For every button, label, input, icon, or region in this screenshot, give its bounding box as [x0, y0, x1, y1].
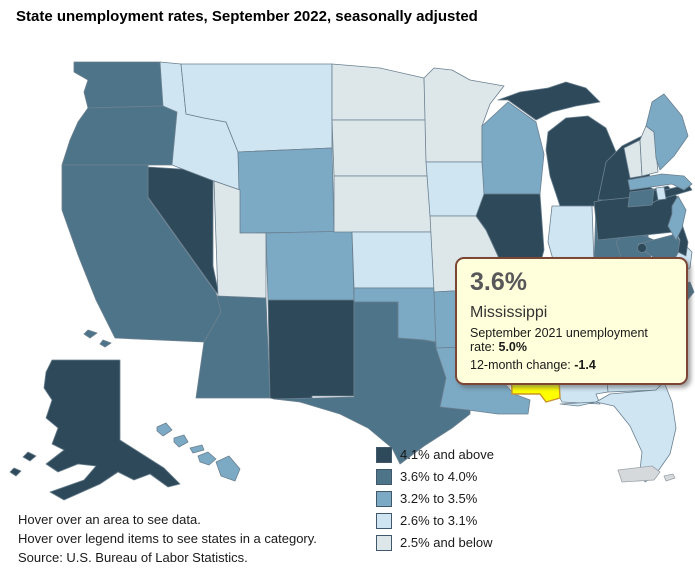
hover-note-2: Hover over legend items to see states in…	[18, 531, 317, 546]
state-SD[interactable]	[331, 119, 431, 177]
state-WI[interactable]	[481, 101, 545, 195]
hover-note-1: Hover over an area to see data.	[18, 512, 201, 527]
source-note: Source: U.S. Bureau of Labor Statistics.	[18, 550, 248, 565]
legend-item-2-6-to-3-1[interactable]: 2.6% to 3.1%	[376, 512, 494, 529]
tooltip-state-name: Mississippi	[470, 304, 548, 321]
state-RI[interactable]	[655, 186, 667, 201]
legend-label: 2.6% to 3.1%	[400, 513, 478, 528]
legend-item-4-1-and-above[interactable]: 4.1% and above	[376, 446, 494, 463]
state-CT[interactable]	[627, 188, 655, 208]
state-AZ[interactable]	[195, 295, 271, 399]
state-AK[interactable]	[9, 359, 181, 501]
state-CO[interactable]	[265, 230, 355, 301]
state-HI[interactable]	[156, 422, 241, 482]
state-TX[interactable]	[273, 301, 473, 465]
legend-swatch-darkest	[376, 446, 392, 463]
state-OR[interactable]	[61, 105, 178, 166]
legend-item-3-2-to-3-5[interactable]: 3.2% to 3.5%	[376, 490, 494, 507]
legend-item-3-6-to-4-0[interactable]: 3.6% to 4.0%	[376, 468, 494, 485]
tooltip-rate: 3.6%	[470, 268, 527, 296]
footer-notes: Hover over an area to see data. Hover ov…	[18, 510, 317, 567]
legend-swatch-dark	[376, 468, 392, 485]
state-ND[interactable]	[331, 63, 427, 121]
legend-swatch-medium	[376, 490, 392, 507]
map-legend: 4.1% and above 3.6% to 4.0% 3.2% to 3.5%…	[376, 446, 494, 556]
tooltip-prior-year-rate: September 2021 unemployment rate: 5.0%	[470, 326, 648, 354]
legend-label: 3.6% to 4.0%	[400, 469, 478, 484]
legend-item-2-5-and-below[interactable]: 2.5% and below	[376, 534, 494, 551]
page-title: State unemployment rates, September 2022…	[16, 8, 478, 25]
state-WA[interactable]	[73, 61, 164, 109]
legend-label: 2.5% and below	[400, 535, 493, 550]
legend-swatch-light	[376, 512, 392, 529]
hover-tooltip: 3.6% Mississippi September 2021 unemploy…	[455, 257, 688, 385]
legend-label: 3.2% to 3.5%	[400, 491, 478, 506]
territory-PR[interactable]	[617, 465, 676, 483]
state-ME[interactable]	[645, 93, 689, 171]
state-NM[interactable]	[267, 299, 355, 403]
tooltip-12-month-change: 12-month change: -1.4	[470, 358, 596, 372]
legend-label: 4.1% and above	[400, 447, 494, 462]
state-DC[interactable]	[637, 243, 647, 253]
state-MA[interactable]	[627, 173, 693, 191]
state-WY[interactable]	[237, 147, 335, 234]
legend-swatch-lightest	[376, 534, 392, 551]
state-NJ[interactable]	[667, 195, 687, 241]
